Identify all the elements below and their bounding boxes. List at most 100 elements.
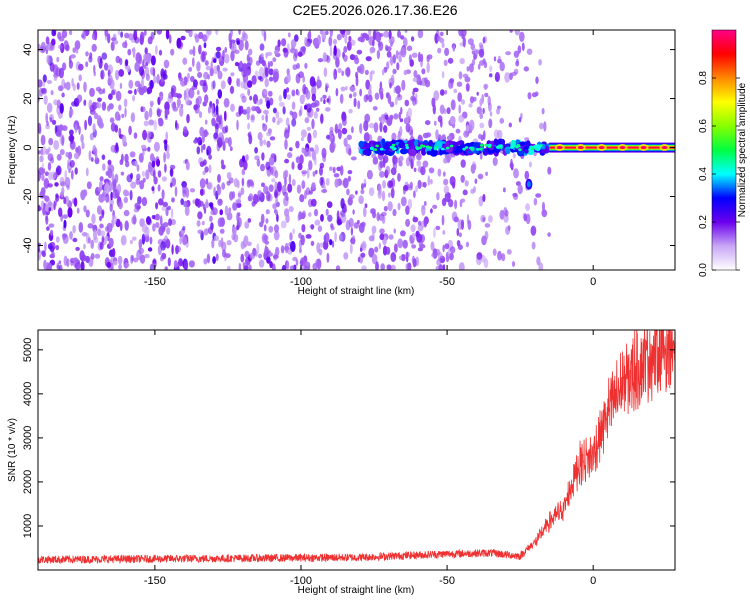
noise-speckle: [362, 32, 368, 39]
noise-speckle: [441, 42, 445, 49]
noise-speckle: [320, 97, 323, 102]
noise-speckle: [162, 201, 168, 208]
noise-speckle: [363, 206, 367, 218]
noise-speckle: [50, 171, 56, 181]
noise-speckle: [354, 54, 359, 61]
noise-speckle: [46, 226, 50, 231]
noise-speckle: [300, 129, 307, 138]
noise-speckle: [161, 206, 166, 212]
noise-speckle: [398, 255, 403, 260]
noise-speckle: [416, 160, 422, 167]
noise-speckle: [482, 37, 486, 44]
noise-speckle: [350, 156, 357, 161]
noise-speckle: [295, 140, 300, 149]
noise-speckle: [287, 32, 291, 38]
noise-speckle: [223, 98, 230, 108]
noise-speckle: [318, 248, 323, 256]
noise-speckle: [266, 100, 271, 109]
noise-speckle: [45, 112, 48, 123]
noise-speckle: [212, 207, 218, 216]
noise-speckle: [528, 161, 532, 168]
noise-speckle: [461, 99, 465, 105]
noise-speckle: [80, 260, 85, 270]
noise-speckle: [412, 216, 419, 223]
noise-speckle: [91, 213, 96, 225]
noise-speckle: [257, 132, 263, 141]
noise-speckle: [423, 217, 428, 227]
noise-speckle: [85, 61, 89, 68]
noise-speckle: [114, 124, 119, 133]
noise-speckle: [132, 46, 136, 58]
noise-speckle: [163, 152, 166, 163]
noise-speckle: [192, 45, 196, 57]
noise-speckle: [304, 117, 310, 124]
noise-speckle: [323, 99, 326, 105]
noise-speckle: [61, 92, 65, 98]
noise-speckle: [398, 160, 403, 167]
noise-speckle: [326, 201, 333, 209]
band-blob-core: [464, 146, 469, 149]
noise-speckle: [443, 178, 449, 186]
noise-speckle: [90, 252, 95, 260]
noise-speckle: [197, 229, 203, 235]
noise-speckle: [246, 54, 250, 63]
noise-speckle: [466, 66, 470, 72]
noise-speckle: [538, 59, 542, 66]
noise-speckle: [357, 66, 362, 73]
noise-speckle: [390, 167, 397, 176]
noise-speckle: [169, 168, 174, 177]
noise-speckle: [286, 94, 291, 100]
noise-speckle: [75, 48, 79, 54]
noise-speckle: [411, 244, 417, 249]
noise-speckle: [461, 219, 464, 230]
noise-speckle: [535, 76, 539, 84]
band-layer: [549, 146, 675, 149]
noise-speckle: [281, 264, 287, 270]
noise-speckle: [41, 173, 45, 182]
noise-speckle: [40, 41, 47, 53]
noise-speckle: [46, 121, 49, 127]
noise-speckle: [198, 111, 203, 118]
noise-speckle: [215, 123, 219, 135]
noise-speckle: [64, 177, 71, 188]
noise-speckle: [71, 161, 74, 168]
noise-speckle: [102, 163, 106, 171]
noise-speckle: [167, 257, 171, 267]
noise-speckle: [338, 234, 343, 242]
colorbar-tick-label: 0.6: [698, 119, 709, 133]
noise-speckle: [379, 228, 385, 234]
noise-speckle: [346, 188, 350, 196]
noise-speckle: [56, 153, 62, 161]
noise-speckle: [415, 93, 418, 99]
noise-speckle: [264, 78, 269, 88]
noise-speckle: [268, 68, 274, 76]
noise-speckle: [107, 168, 113, 179]
noise-speckle: [509, 162, 514, 169]
noise-speckle: [141, 144, 147, 150]
noise-speckle: [108, 93, 113, 100]
noise-speckle: [74, 40, 81, 50]
noise-speckle: [462, 36, 466, 48]
noise-speckle: [248, 264, 252, 270]
noise-speckle: [342, 208, 348, 213]
noise-speckle: [508, 122, 512, 128]
noise-speckle: [98, 88, 104, 95]
noise-speckle: [142, 150, 145, 156]
noise-speckle: [236, 40, 240, 45]
noise-speckle: [479, 122, 485, 129]
noise-speckle: [69, 30, 73, 35]
noise-speckle: [395, 85, 401, 95]
noise-speckle: [164, 140, 168, 152]
noise-speckle: [349, 86, 356, 92]
noise-speckle: [329, 135, 332, 142]
band-blob-core: [379, 147, 384, 151]
noise-speckle: [463, 130, 469, 138]
noise-speckle: [151, 160, 156, 168]
band-blob-core: [404, 143, 409, 147]
noise-speckle: [97, 187, 102, 192]
noise-speckle: [172, 92, 179, 98]
noise-speckle: [449, 246, 456, 254]
noise-speckle: [89, 87, 95, 97]
noise-speckle: [265, 113, 268, 123]
noise-speckle: [339, 93, 344, 104]
